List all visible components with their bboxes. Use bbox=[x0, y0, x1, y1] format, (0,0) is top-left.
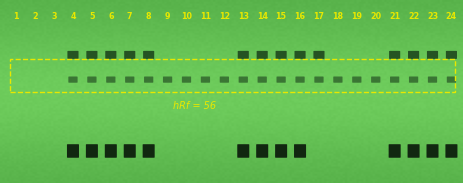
FancyBboxPatch shape bbox=[389, 51, 400, 59]
FancyBboxPatch shape bbox=[257, 76, 267, 83]
FancyBboxPatch shape bbox=[276, 76, 286, 83]
Text: 18: 18 bbox=[332, 12, 344, 21]
Text: 24: 24 bbox=[446, 12, 457, 21]
FancyBboxPatch shape bbox=[106, 76, 115, 83]
FancyBboxPatch shape bbox=[256, 144, 268, 158]
Text: 22: 22 bbox=[408, 12, 419, 21]
Text: hRf = 56: hRf = 56 bbox=[173, 101, 216, 111]
FancyBboxPatch shape bbox=[333, 76, 343, 83]
FancyBboxPatch shape bbox=[313, 51, 325, 59]
FancyBboxPatch shape bbox=[426, 144, 438, 158]
Text: 5: 5 bbox=[89, 12, 94, 21]
Text: 20: 20 bbox=[370, 12, 382, 21]
FancyBboxPatch shape bbox=[294, 51, 306, 59]
FancyBboxPatch shape bbox=[427, 51, 438, 59]
FancyBboxPatch shape bbox=[124, 144, 136, 158]
Text: 13: 13 bbox=[238, 12, 249, 21]
FancyBboxPatch shape bbox=[409, 76, 418, 83]
FancyBboxPatch shape bbox=[371, 76, 381, 83]
FancyBboxPatch shape bbox=[163, 76, 172, 83]
FancyBboxPatch shape bbox=[86, 51, 97, 59]
FancyBboxPatch shape bbox=[105, 51, 116, 59]
FancyBboxPatch shape bbox=[67, 144, 79, 158]
FancyBboxPatch shape bbox=[143, 144, 155, 158]
FancyBboxPatch shape bbox=[446, 51, 457, 59]
FancyBboxPatch shape bbox=[69, 76, 78, 83]
Text: 16: 16 bbox=[294, 12, 306, 21]
FancyBboxPatch shape bbox=[314, 76, 324, 83]
FancyBboxPatch shape bbox=[87, 76, 96, 83]
Text: 17: 17 bbox=[313, 12, 325, 21]
Text: 8: 8 bbox=[146, 12, 151, 21]
FancyBboxPatch shape bbox=[68, 51, 79, 59]
FancyBboxPatch shape bbox=[275, 144, 287, 158]
Text: 11: 11 bbox=[200, 12, 211, 21]
Text: 4: 4 bbox=[70, 12, 76, 21]
FancyBboxPatch shape bbox=[295, 76, 305, 83]
FancyBboxPatch shape bbox=[447, 76, 456, 83]
FancyBboxPatch shape bbox=[408, 51, 419, 59]
FancyBboxPatch shape bbox=[407, 144, 419, 158]
FancyBboxPatch shape bbox=[257, 51, 268, 59]
FancyBboxPatch shape bbox=[105, 144, 117, 158]
FancyBboxPatch shape bbox=[124, 51, 135, 59]
FancyBboxPatch shape bbox=[144, 76, 153, 83]
Text: 21: 21 bbox=[389, 12, 400, 21]
Text: 19: 19 bbox=[351, 12, 363, 21]
Text: 12: 12 bbox=[219, 12, 230, 21]
Text: 23: 23 bbox=[427, 12, 438, 21]
Text: 10: 10 bbox=[181, 12, 192, 21]
Text: 6: 6 bbox=[108, 12, 113, 21]
FancyBboxPatch shape bbox=[294, 144, 306, 158]
FancyBboxPatch shape bbox=[201, 76, 210, 83]
FancyBboxPatch shape bbox=[86, 144, 98, 158]
FancyBboxPatch shape bbox=[237, 144, 249, 158]
FancyBboxPatch shape bbox=[388, 144, 400, 158]
FancyBboxPatch shape bbox=[182, 76, 191, 83]
Text: 7: 7 bbox=[127, 12, 132, 21]
FancyBboxPatch shape bbox=[220, 76, 229, 83]
FancyBboxPatch shape bbox=[428, 76, 437, 83]
Bar bbox=[10, 59, 455, 92]
Text: 1: 1 bbox=[13, 12, 19, 21]
Text: 15: 15 bbox=[275, 12, 287, 21]
Text: 2: 2 bbox=[32, 12, 38, 21]
FancyBboxPatch shape bbox=[390, 76, 399, 83]
FancyBboxPatch shape bbox=[238, 51, 249, 59]
FancyBboxPatch shape bbox=[445, 144, 457, 158]
FancyBboxPatch shape bbox=[352, 76, 362, 83]
FancyBboxPatch shape bbox=[143, 51, 154, 59]
FancyBboxPatch shape bbox=[125, 76, 134, 83]
Text: 3: 3 bbox=[51, 12, 57, 21]
Text: 14: 14 bbox=[257, 12, 268, 21]
FancyBboxPatch shape bbox=[275, 51, 287, 59]
Text: 9: 9 bbox=[165, 12, 170, 21]
FancyBboxPatch shape bbox=[238, 76, 248, 83]
